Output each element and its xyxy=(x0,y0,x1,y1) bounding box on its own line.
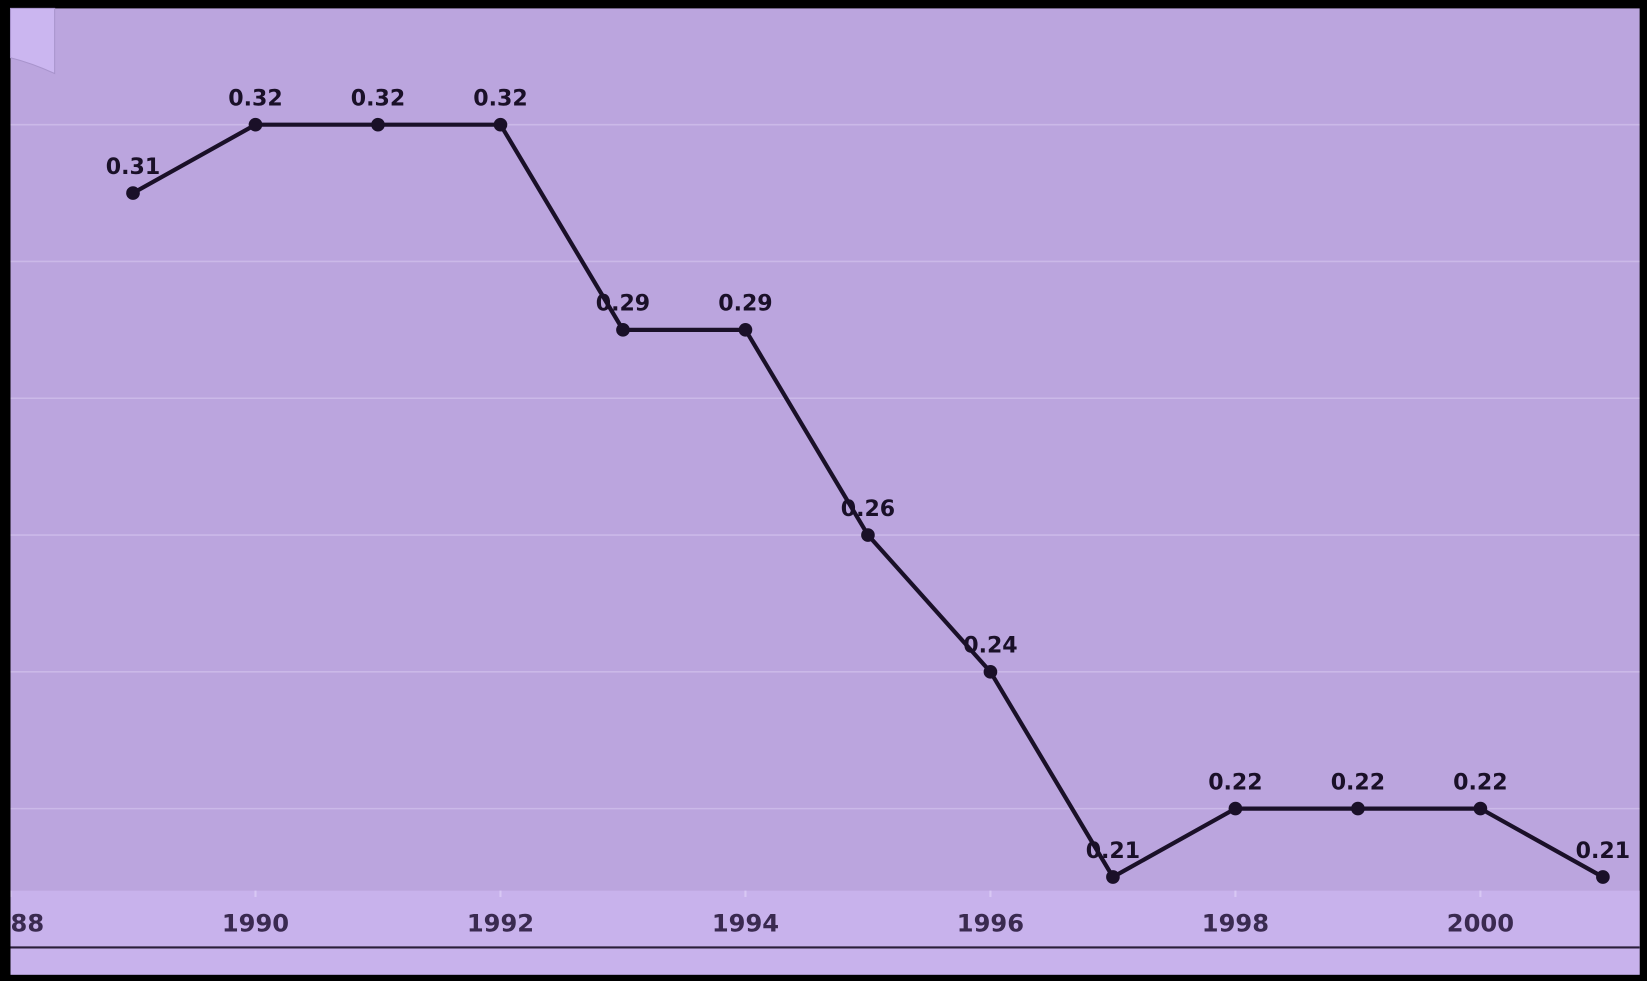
plot: 1988 1990 1992 1994 1996 1998 2000 0.31 0.32 0.32… xyxy=(0,86,1640,937)
value-label: 0.22 xyxy=(1331,770,1385,795)
point xyxy=(983,664,998,679)
value-label: 0.32 xyxy=(351,86,405,111)
point xyxy=(738,323,753,337)
x-tick-label: 1988 xyxy=(0,909,44,937)
point xyxy=(493,117,508,132)
point xyxy=(1596,870,1610,884)
point xyxy=(248,117,263,132)
point xyxy=(1473,801,1488,816)
plot-background xyxy=(10,8,1640,975)
value-label: 0.22 xyxy=(1453,770,1507,795)
x-tick-label: 1998 xyxy=(1202,909,1269,937)
value-label: 0.24 xyxy=(963,634,1017,659)
x-tick-label: 2000 xyxy=(1447,909,1514,937)
point xyxy=(371,117,385,132)
x-tick-label: 1996 xyxy=(957,909,1024,937)
point xyxy=(1106,870,1120,884)
value-label: 0.22 xyxy=(1208,770,1262,795)
value-label: 0.32 xyxy=(228,86,282,111)
value-label: 0.29 xyxy=(596,292,650,317)
point xyxy=(1228,801,1243,816)
point xyxy=(861,528,875,542)
point xyxy=(616,323,630,337)
corner-tab xyxy=(9,7,56,75)
x-tick-label: 1992 xyxy=(467,909,534,937)
point xyxy=(1351,801,1365,816)
x-axis-band xyxy=(10,890,1640,975)
value-label: 0.32 xyxy=(473,86,527,111)
value-label: 0.29 xyxy=(718,292,772,317)
x-tick-label: 1994 xyxy=(712,909,779,937)
value-label: 0.26 xyxy=(841,497,895,522)
value-label: 0.21 xyxy=(1086,839,1140,864)
value-label: 0.31 xyxy=(106,155,160,180)
value-label: 0.21 xyxy=(1576,839,1630,864)
x-tick-label: 1990 xyxy=(222,909,289,937)
point xyxy=(126,186,140,200)
